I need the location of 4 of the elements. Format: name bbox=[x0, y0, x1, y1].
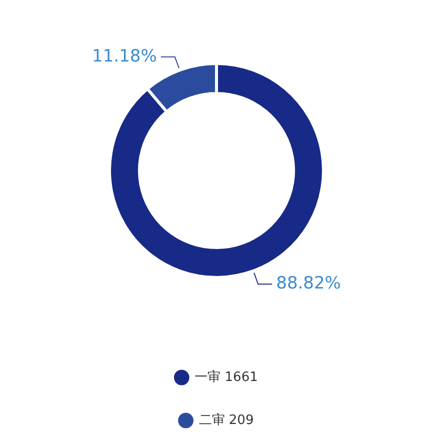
legend-label: 一审 1661 bbox=[194, 368, 258, 385]
data-label: 88.82% bbox=[276, 274, 341, 294]
data-label: 11.18% bbox=[92, 46, 157, 66]
legend-label: 二审 209 bbox=[198, 412, 254, 428]
